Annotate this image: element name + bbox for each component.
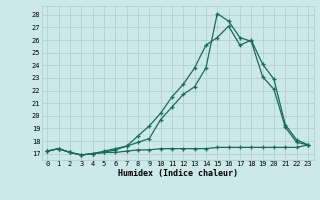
X-axis label: Humidex (Indice chaleur): Humidex (Indice chaleur) xyxy=(118,169,237,178)
